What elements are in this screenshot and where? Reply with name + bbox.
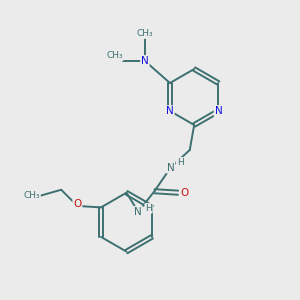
Text: CH₃: CH₃ <box>106 51 123 60</box>
Text: N: N <box>214 106 222 116</box>
Text: O: O <box>73 200 82 209</box>
Text: O: O <box>180 188 189 198</box>
Text: N: N <box>141 56 149 66</box>
Text: CH₃: CH₃ <box>136 29 153 38</box>
Text: H: H <box>177 158 183 167</box>
Text: H: H <box>145 204 152 213</box>
Text: N: N <box>134 207 142 217</box>
Text: N: N <box>166 106 174 116</box>
Text: N: N <box>167 163 175 173</box>
Text: CH₃: CH₃ <box>23 191 40 200</box>
